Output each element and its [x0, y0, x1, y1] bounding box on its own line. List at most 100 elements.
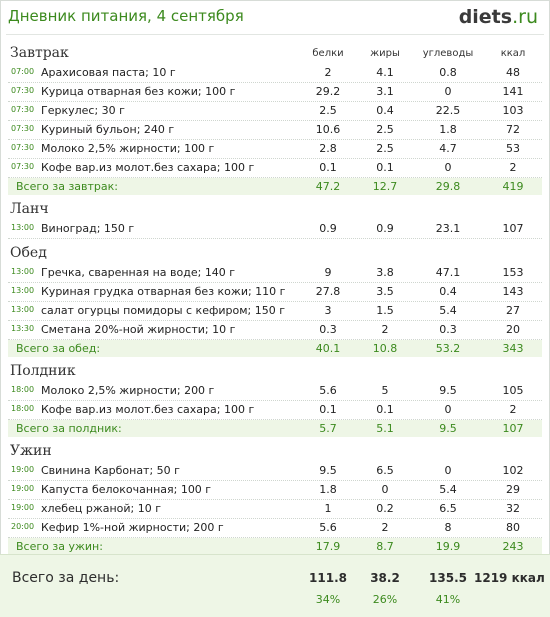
- food-time: 13:00: [11, 286, 35, 295]
- food-time: 07:30: [11, 162, 35, 171]
- food-carbs: 0.4: [439, 285, 457, 298]
- meal-title: Завтрак: [10, 45, 69, 61]
- food-kcal: 143: [502, 285, 524, 298]
- meal-total-label: Всего за полдник:: [16, 422, 122, 435]
- meal-header: Завтрак белки жиры углеводы ккал: [8, 44, 542, 64]
- food-name[interactable]: Кофе вар.из молот.без сахара; 100 г: [41, 403, 255, 416]
- food-name[interactable]: Куриная грудка отварная без кожи; 110 г: [41, 285, 286, 298]
- food-row[interactable]: 20:00 Кефир 1%-ной жирности; 200 г 5.6 2 8 80: [8, 519, 542, 538]
- food-carbs: 5.4: [439, 304, 457, 317]
- food-kcal: 29: [506, 483, 520, 496]
- food-row[interactable]: 19:00 Свинина Карбонат; 50 г 9.5 6.5 0 102: [8, 462, 542, 481]
- food-name[interactable]: Молоко 2,5% жирности; 200 г: [41, 384, 215, 397]
- food-protein: 27.8: [315, 285, 341, 298]
- food-row[interactable]: 07:30 Молоко 2,5% жирности; 100 г 2.8 2.5 4.…: [8, 140, 542, 159]
- food-time: 19:00: [11, 503, 35, 512]
- food-fat: 2: [381, 521, 389, 534]
- food-protein: 5.6: [319, 521, 337, 534]
- day-carbs: 135.5: [429, 571, 467, 585]
- food-name[interactable]: Геркулес; 30 г: [41, 104, 125, 117]
- food-carbs: 47.1: [435, 266, 461, 279]
- meal-total-protein: 5.7: [319, 422, 337, 435]
- food-time: 13:00: [11, 267, 35, 276]
- meal-total-label: Всего за ужин:: [16, 540, 103, 553]
- food-row[interactable]: 18:00 Молоко 2,5% жирности; 200 г 5.6 5 9.5 1…: [8, 382, 542, 401]
- food-row[interactable]: 07:30 Курица отварная без кожи; 100 г 29.2…: [8, 83, 542, 102]
- food-time: 13:30: [11, 324, 35, 333]
- food-row[interactable]: 07:30 Геркулес; 30 г 2.5 0.4 22.5 103: [8, 102, 542, 121]
- meal-header: Ланч: [8, 200, 542, 220]
- meal-total-protein: 40.1: [315, 342, 341, 355]
- day-carbs-percent: 41%: [435, 593, 461, 606]
- food-protein: 5.6: [319, 384, 337, 397]
- food-name[interactable]: Свинина Карбонат; 50 г: [41, 464, 180, 477]
- food-time: 07:30: [11, 143, 35, 152]
- site-logo[interactable]: diets.ru: [459, 6, 538, 28]
- meal-total-label: Всего за завтрак:: [16, 180, 119, 193]
- food-row[interactable]: 18:00 Кофе вар.из молот.без сахара; 100 г…: [8, 401, 542, 420]
- meal-title: Полдник: [10, 363, 76, 379]
- meal-total-label: Всего за обед:: [16, 342, 101, 355]
- food-row[interactable]: 13:00 Куриная грудка отварная без кожи; 1…: [8, 283, 542, 302]
- meal-section: Ланч 13:00 Виноград; 150 г 0.9 0.9 23.1 107: [8, 200, 542, 239]
- food-fat: 1.5: [376, 304, 394, 317]
- food-name[interactable]: Кефир 1%-ной жирности; 200 г: [41, 521, 224, 534]
- food-kcal: 2: [509, 161, 517, 174]
- food-row[interactable]: 19:00 хлебец ржаной; 10 г 1 0.2 6.5 32: [8, 500, 542, 519]
- day-protein-percent: 34%: [315, 593, 341, 606]
- food-name[interactable]: Кофе вар.из молот.без сахара; 100 г: [41, 161, 255, 174]
- meal-total-row: Всего за обед: 40.1 10.8 53.2 343: [8, 340, 542, 357]
- food-row[interactable]: 13:00 Гречка, сваренная на воде; 140 г 9 3.…: [8, 264, 542, 283]
- food-protein: 1: [324, 502, 332, 515]
- food-name[interactable]: Виноград; 150 г: [41, 222, 135, 235]
- meal-total-fat: 12.7: [372, 180, 398, 193]
- day-protein: 111.8: [309, 571, 347, 585]
- food-name[interactable]: Молоко 2,5% жирности; 100 г: [41, 142, 215, 155]
- food-protein: 0.1: [319, 403, 337, 416]
- food-fat: 0.9: [376, 222, 394, 235]
- meal-section: Ужин 19:00 Свинина Карбонат; 50 г 9.5 6.5 0 10…: [8, 442, 542, 555]
- meal-header: Ужин: [8, 442, 542, 462]
- logo-main: diets: [458, 6, 513, 28]
- food-name[interactable]: Куриный бульон; 240 г: [41, 123, 175, 136]
- food-row[interactable]: 19:00 Капуста белокочанная; 100 г 1.8 0 5.4 2…: [8, 481, 542, 500]
- day-total: Всего за день: 111.8 38.2 135.5 1219 кка…: [0, 554, 550, 617]
- food-name[interactable]: Курица отварная без кожи; 100 г: [41, 85, 236, 98]
- day-fat: 38.2: [370, 571, 400, 585]
- food-name[interactable]: хлебец ржаной; 10 г: [41, 502, 162, 515]
- food-fat: 3.8: [376, 266, 394, 279]
- food-kcal: 72: [506, 123, 520, 136]
- food-fat: 4.1: [376, 66, 394, 79]
- food-protein: 0.9: [319, 222, 337, 235]
- food-time: 07:30: [11, 105, 35, 114]
- food-carbs: 5.4: [439, 483, 457, 496]
- food-row[interactable]: 13:30 Сметана 20%-ной жирности; 10 г 0.3 2 0…: [8, 321, 542, 340]
- logo-tld: .ru: [512, 6, 538, 28]
- food-time: 19:00: [11, 465, 35, 474]
- meal-total-carbs: 53.2: [435, 342, 461, 355]
- food-kcal: 141: [502, 85, 524, 98]
- food-name[interactable]: Сметана 20%-ной жирности; 10 г: [41, 323, 236, 336]
- food-time: 13:00: [11, 223, 35, 232]
- food-name[interactable]: Арахисовая паста; 10 г: [41, 66, 176, 79]
- food-protein: 9.5: [319, 464, 337, 477]
- food-fat: 0.2: [376, 502, 394, 515]
- food-name[interactable]: Капуста белокочанная; 100 г: [41, 483, 212, 496]
- food-name[interactable]: Гречка, сваренная на воде; 140 г: [41, 266, 236, 279]
- food-row[interactable]: 07:30 Куриный бульон; 240 г 10.6 2.5 1.8 72: [8, 121, 542, 140]
- food-protein: 1.8: [319, 483, 337, 496]
- food-carbs: 1.8: [439, 123, 457, 136]
- meal-total-fat: 8.7: [376, 540, 394, 553]
- food-row[interactable]: 13:00 Виноград; 150 г 0.9 0.9 23.1 107: [8, 220, 542, 239]
- food-row[interactable]: 07:30 Кофе вар.из молот.без сахара; 100 г…: [8, 159, 542, 178]
- food-fat: 6.5: [376, 464, 394, 477]
- meal-section: Обед 13:00 Гречка, сваренная на воде; 140 …: [8, 244, 542, 357]
- food-fat: 3.1: [376, 85, 394, 98]
- food-row[interactable]: 13:00 салат огурцы помидоры с кефиром; 15…: [8, 302, 542, 321]
- food-protein: 2.5: [319, 104, 337, 117]
- food-time: 18:00: [11, 385, 35, 394]
- food-row[interactable]: 07:00 Арахисовая паста; 10 г 2 4.1 0.8 48: [8, 64, 542, 83]
- food-fat: 0.1: [376, 161, 394, 174]
- food-name[interactable]: салат огурцы помидоры с кефиром; 150 г: [41, 304, 285, 317]
- meal-total-row: Всего за ужин: 17.9 8.7 19.9 243: [8, 538, 542, 555]
